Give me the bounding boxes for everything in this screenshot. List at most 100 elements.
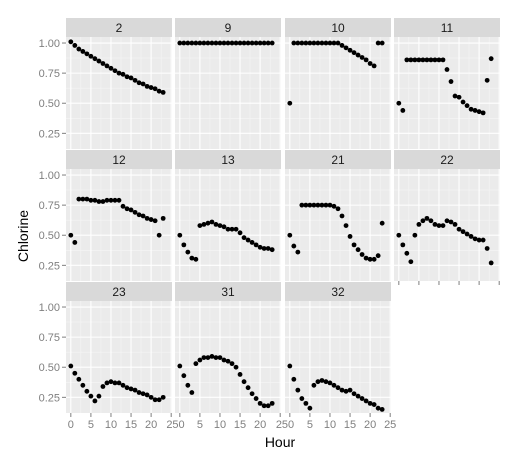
- data-point: [193, 256, 199, 262]
- data-point: [323, 40, 329, 46]
- facet-strip: [175, 282, 281, 301]
- facet-strip-label: 32: [331, 285, 345, 299]
- facet-panel-12: 12: [66, 150, 172, 281]
- data-point: [96, 393, 102, 399]
- data-point: [229, 361, 235, 367]
- data-point: [249, 391, 255, 397]
- data-point: [181, 373, 187, 379]
- data-point: [440, 57, 446, 63]
- x-tick-label: 20: [364, 419, 376, 431]
- data-point: [160, 394, 166, 400]
- data-point: [205, 40, 211, 46]
- data-point: [225, 226, 231, 232]
- facet-panel-21: 21: [285, 150, 391, 281]
- data-point: [100, 199, 106, 204]
- data-point: [96, 199, 102, 204]
- data-point: [120, 71, 126, 77]
- data-point: [448, 79, 454, 84]
- facet-strip: [394, 18, 500, 37]
- data-point: [363, 57, 369, 63]
- data-point: [343, 388, 349, 394]
- data-point: [100, 61, 106, 66]
- data-point: [128, 386, 134, 392]
- data-point: [237, 372, 243, 377]
- facet-strip-label: 22: [440, 153, 454, 167]
- data-point: [347, 234, 353, 239]
- data-point: [112, 68, 118, 74]
- data-point: [375, 40, 381, 46]
- data-point: [229, 40, 235, 46]
- data-point: [331, 40, 337, 46]
- facet-panels: 2 9 10 11 12 13 21 22 23 31 32: [66, 18, 500, 413]
- data-point: [416, 57, 422, 63]
- data-point: [343, 223, 349, 229]
- data-point: [375, 253, 381, 259]
- data-point: [440, 223, 446, 229]
- data-point: [347, 47, 353, 53]
- data-point: [323, 202, 329, 208]
- data-point: [189, 255, 195, 261]
- data-point: [237, 230, 243, 236]
- data-point: [92, 197, 98, 203]
- data-point: [241, 235, 247, 241]
- data-point: [80, 382, 86, 388]
- x-tick-label: 250: [276, 419, 294, 431]
- data-point: [303, 40, 309, 46]
- panel-background: [66, 37, 172, 149]
- data-point: [108, 197, 114, 203]
- data-point: [367, 61, 373, 66]
- data-point: [241, 379, 247, 385]
- facet-strip: [66, 282, 172, 301]
- data-point: [295, 249, 301, 255]
- facet-strip-label: 11: [441, 21, 454, 35]
- data-point: [80, 49, 86, 54]
- panel-background: [175, 301, 281, 413]
- data-point: [472, 108, 478, 113]
- data-point: [460, 229, 466, 235]
- facet-strip-label: 23: [112, 285, 126, 299]
- data-point: [339, 43, 345, 48]
- data-point: [339, 213, 345, 219]
- data-point: [140, 391, 146, 397]
- data-point: [92, 56, 98, 62]
- data-point: [80, 196, 86, 202]
- data-point: [367, 256, 373, 262]
- data-point: [480, 237, 486, 243]
- data-point: [189, 40, 195, 46]
- data-point: [261, 403, 267, 409]
- data-point: [108, 379, 114, 385]
- data-point: [375, 405, 381, 411]
- data-point: [108, 65, 114, 71]
- data-point: [488, 56, 494, 62]
- panel-background: [66, 169, 172, 281]
- data-point: [408, 57, 414, 63]
- data-point: [233, 226, 239, 232]
- y-tick-label: 0.75: [39, 68, 60, 80]
- data-point: [339, 387, 345, 393]
- data-point: [84, 51, 90, 57]
- x-tick-label: 0: [68, 419, 74, 431]
- data-point: [351, 50, 357, 56]
- data-point: [209, 40, 215, 46]
- y-tick-label: 0.25: [39, 392, 60, 404]
- data-point: [404, 250, 410, 256]
- data-point: [257, 40, 263, 46]
- facet-strip-label: 31: [221, 285, 235, 299]
- facet-panel-22: 22: [394, 150, 500, 281]
- data-point: [335, 40, 341, 46]
- data-point: [92, 398, 98, 404]
- x-tick-label: 10: [324, 419, 336, 431]
- panel-background: [394, 169, 500, 281]
- data-point: [327, 202, 333, 208]
- data-point: [269, 400, 275, 406]
- data-point: [205, 355, 211, 361]
- facet-panel-10: 10: [285, 18, 391, 149]
- data-point: [287, 100, 293, 106]
- data-point: [319, 202, 325, 208]
- data-point: [76, 196, 82, 202]
- data-point: [76, 46, 82, 52]
- data-point: [116, 197, 122, 203]
- data-point: [444, 67, 450, 72]
- data-point: [488, 260, 494, 266]
